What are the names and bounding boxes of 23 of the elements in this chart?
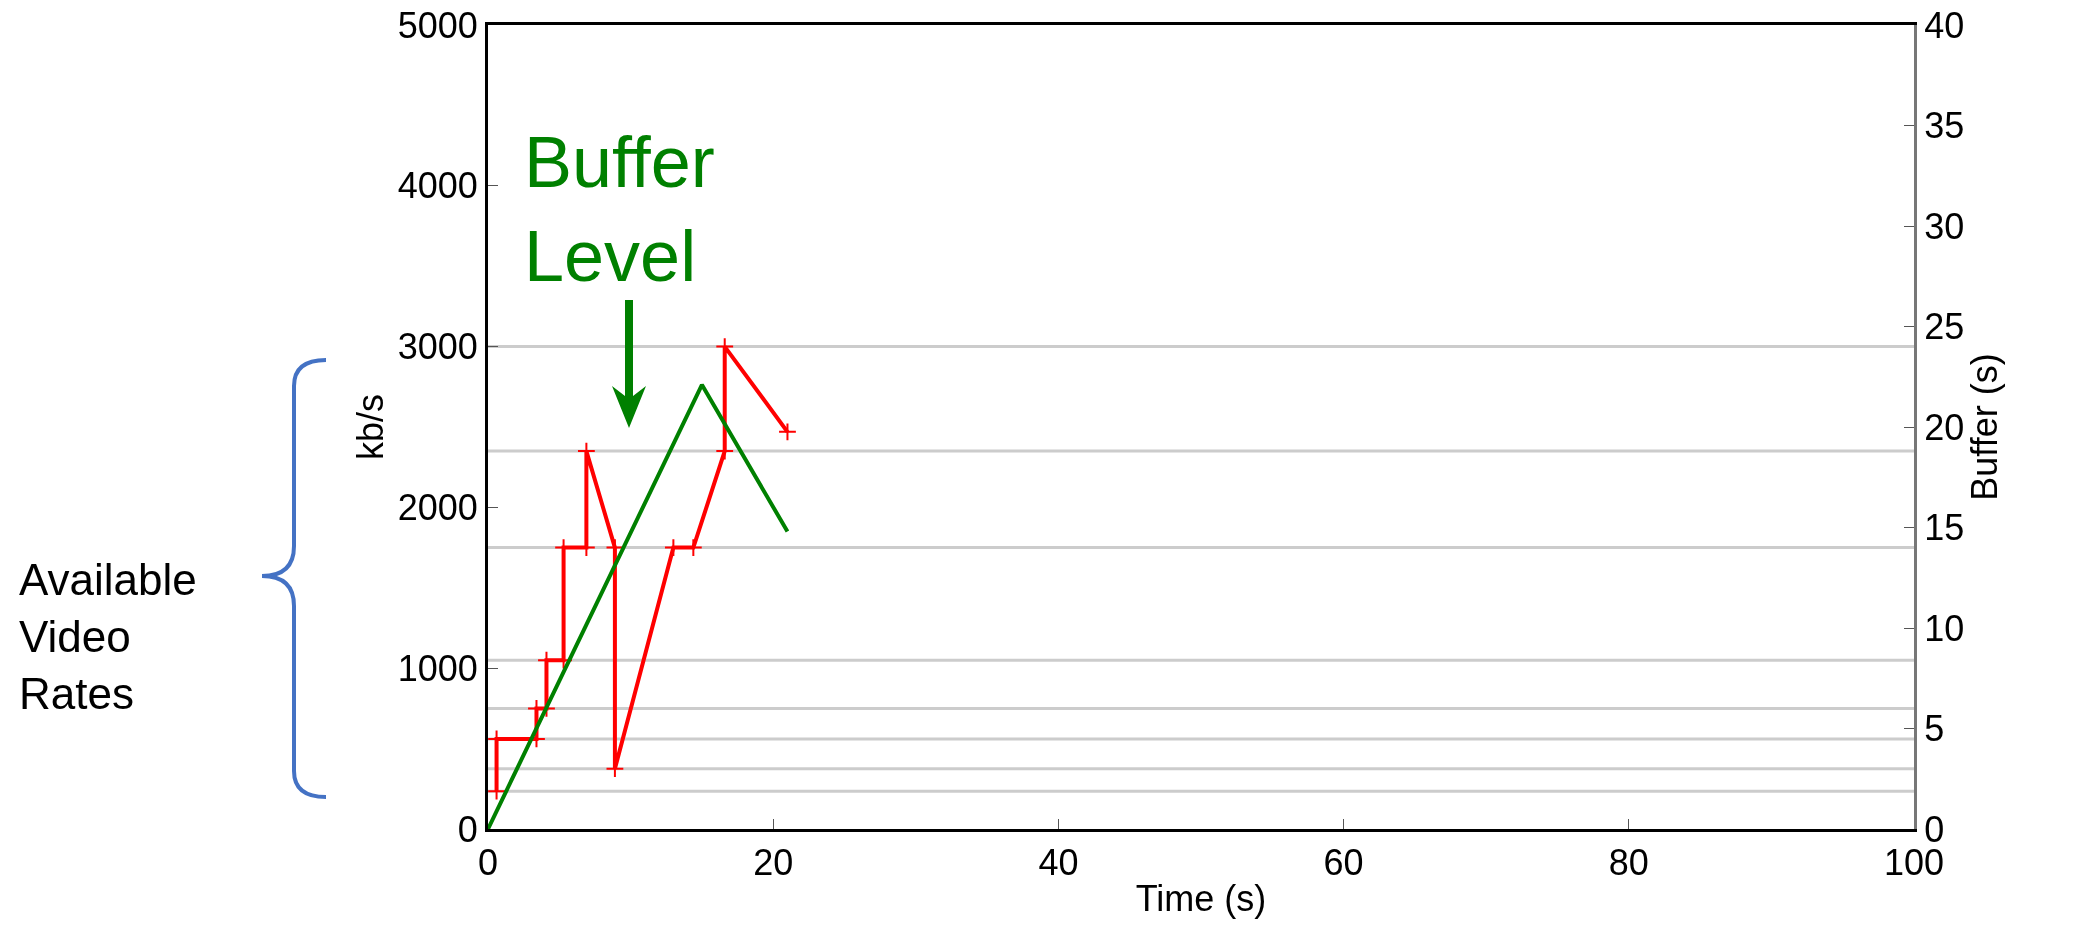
y2-tick-label: 10: [1924, 607, 1965, 649]
annotation: Buffer Level: [524, 122, 715, 296]
x-tick-label: 40: [1038, 842, 1079, 884]
y-tick-label: 5000: [397, 4, 478, 46]
y2-tick-label: 35: [1924, 105, 1965, 147]
x-tick-label: 80: [1608, 842, 1649, 884]
x-tick-label: 20: [753, 842, 794, 884]
x-axis-title: Time (s): [1135, 877, 1267, 919]
y2-axis-title: Buffer (s): [1964, 353, 2006, 501]
y2-tick-label: 40: [1924, 4, 1965, 46]
y-tick-label: 3000: [397, 326, 478, 368]
y2-tick-label: 20: [1924, 406, 1965, 448]
y-axis-title: kb/s: [349, 393, 391, 461]
y2-tick-label: 30: [1924, 205, 1965, 247]
text: Available Video Rates: [19, 555, 197, 719]
y-tick-label: 2000: [397, 487, 478, 528]
y-tick-label: 0: [457, 808, 478, 850]
y-tick-label: 4000: [397, 165, 478, 207]
y2-tick-label: 25: [1924, 306, 1965, 348]
x-tick-label: 60: [1323, 842, 1364, 884]
y-tick-label: 1000: [397, 647, 478, 689]
y2-tick-label: 5: [1924, 708, 1945, 750]
y2-tick-label: 15: [1924, 507, 1965, 549]
